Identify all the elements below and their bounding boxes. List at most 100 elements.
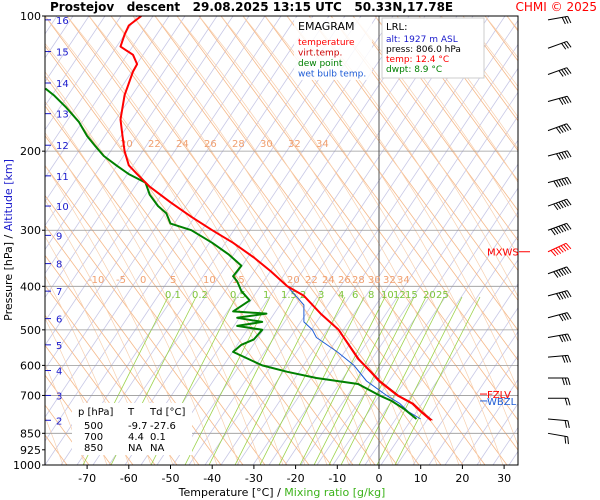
x-axis-label-mixing: Mixing ratio [g/kg] bbox=[284, 486, 385, 499]
moist-adiabat-line bbox=[45, 101, 240, 465]
wind-barb-feather bbox=[553, 203, 559, 211]
wind-barb-feather bbox=[558, 314, 564, 322]
wind-barb bbox=[547, 67, 572, 77]
lrl-title: LRL: bbox=[386, 22, 407, 33]
header-title: Prostejov descent 29.08.2025 13:15 UTC 5… bbox=[50, 0, 453, 14]
wind-barb-shaft bbox=[547, 354, 568, 358]
wind-barb-feather bbox=[565, 242, 572, 250]
moist-adiabat-line bbox=[176, 16, 438, 465]
mixing-ratio-line bbox=[358, 296, 445, 465]
isotherm-line bbox=[60, 16, 362, 465]
moist-adiabat-line bbox=[154, 16, 416, 465]
wind-barb-feather bbox=[561, 225, 567, 232]
temperature-tick-label: 30 bbox=[497, 472, 511, 485]
dry-adiabat-label: 34 bbox=[316, 139, 329, 150]
pressure-tick-label: 850 bbox=[20, 427, 41, 440]
wind-barb-feather bbox=[561, 377, 565, 386]
isotherm-line bbox=[45, 16, 138, 155]
wind-barb-feather bbox=[563, 68, 569, 75]
wind-barb-feather bbox=[566, 67, 572, 74]
wind-barb-feather bbox=[556, 153, 561, 161]
wind-barb-feather bbox=[564, 334, 569, 342]
wind-barb-feather bbox=[566, 290, 572, 298]
temperature-tick-label: -10 bbox=[328, 472, 346, 485]
levels-header: p [hPa] bbox=[78, 407, 113, 418]
moist-adiabat-label: 30 bbox=[368, 275, 381, 286]
altitude-tick-label: 9 bbox=[56, 231, 62, 242]
wind-barb-feather bbox=[567, 420, 570, 429]
mixing-ratio-line bbox=[328, 296, 415, 465]
dry-adiabat-label: 32 bbox=[288, 139, 301, 150]
altitude-tick-label: 4 bbox=[56, 367, 62, 378]
wind-barbs bbox=[547, 15, 572, 445]
wind-barb-feather bbox=[564, 436, 567, 444]
isotherm-line bbox=[508, 450, 518, 465]
moist-adiabat-line bbox=[45, 275, 130, 465]
isotherm-line bbox=[45, 16, 170, 203]
isotherm-line bbox=[412, 307, 518, 465]
mixing-ratio-label: 4 bbox=[338, 290, 344, 301]
temperature-tick-label: -60 bbox=[120, 472, 138, 485]
dry-adiabat-line bbox=[154, 16, 486, 465]
wind-barb-shaft bbox=[547, 242, 567, 253]
dry-adiabat-label: 26 bbox=[204, 139, 217, 150]
moist-adiabat-label: 26 bbox=[338, 275, 351, 286]
dry-adiabat-line bbox=[529, 16, 600, 465]
wind-barb-feather bbox=[561, 355, 566, 363]
moist-adiabat-line bbox=[45, 199, 174, 465]
wind-barb-feather bbox=[553, 248, 559, 256]
wind-barb-feather bbox=[558, 126, 564, 133]
wind-barb-feather bbox=[563, 199, 569, 207]
wind-barb-feather bbox=[567, 398, 571, 406]
mixing-ratio-label: 15 bbox=[405, 290, 418, 301]
altitude-tick-label: 14 bbox=[56, 79, 69, 90]
isotherm-line bbox=[76, 16, 378, 465]
dry-adiabat-label: 20 bbox=[120, 139, 133, 150]
wind-barb-feather bbox=[563, 124, 569, 131]
isotherm-line bbox=[124, 16, 426, 465]
dry-adiabat-line bbox=[286, 16, 518, 331]
wind-barb-feather bbox=[558, 292, 564, 300]
isotherm-line bbox=[460, 378, 518, 465]
levels-cell: 0.1 bbox=[150, 432, 166, 443]
levels-cell: NA bbox=[150, 443, 164, 454]
isotherm-line bbox=[573, 16, 600, 465]
moist-adiabat-line bbox=[198, 16, 460, 465]
levels-header: Td [°C] bbox=[149, 407, 186, 418]
mixing-ratio-line bbox=[278, 296, 365, 465]
pressure-tick-label: 1000 bbox=[13, 459, 41, 472]
wind-barb-feather bbox=[566, 41, 572, 48]
dry-adiabat-line bbox=[551, 16, 600, 465]
isotherm-line bbox=[156, 16, 458, 465]
altitude-tick-label: 3 bbox=[56, 391, 62, 402]
wind-barb bbox=[548, 377, 571, 386]
legend-item: dew point bbox=[298, 59, 343, 69]
isotherm-line bbox=[45, 16, 346, 465]
moist-adiabat-line bbox=[264, 16, 518, 447]
temperature-tick-label: -40 bbox=[203, 472, 221, 485]
y-axis-label-altitude: Altitude [km] bbox=[2, 159, 15, 231]
moist-adiabat-line bbox=[440, 16, 518, 118]
wind-barb-feather bbox=[558, 179, 564, 187]
legend-bg bbox=[294, 18, 372, 80]
mixing-ratio-label: 1 bbox=[263, 290, 269, 301]
wind-barb-feather bbox=[561, 268, 567, 276]
wind-barb-feather bbox=[561, 17, 566, 25]
isotherm-line bbox=[45, 16, 282, 370]
pressure-tick-label: 600 bbox=[20, 359, 41, 372]
wind-barb-feather bbox=[558, 70, 564, 77]
wind-barb-feather bbox=[558, 269, 564, 276]
moist-adiabat-line bbox=[45, 363, 86, 465]
moist-adiabat-line bbox=[506, 16, 518, 31]
mixing-ratio-label: 8 bbox=[368, 290, 374, 301]
moist-adiabat-line bbox=[242, 16, 504, 465]
wind-barb bbox=[547, 40, 572, 50]
lrl-dwpt: dwpt: 8.9 °C bbox=[386, 65, 442, 75]
pressure-tick-label: 300 bbox=[20, 224, 41, 237]
temperature-tick-label: 10 bbox=[414, 472, 428, 485]
wind-barb-shaft bbox=[547, 123, 567, 132]
moist-adiabat-label: -10 bbox=[88, 275, 104, 286]
temperature-tick-label: 20 bbox=[455, 472, 469, 485]
wind-barb-shaft bbox=[547, 266, 567, 275]
altitude-tick-label: 6 bbox=[56, 315, 62, 326]
